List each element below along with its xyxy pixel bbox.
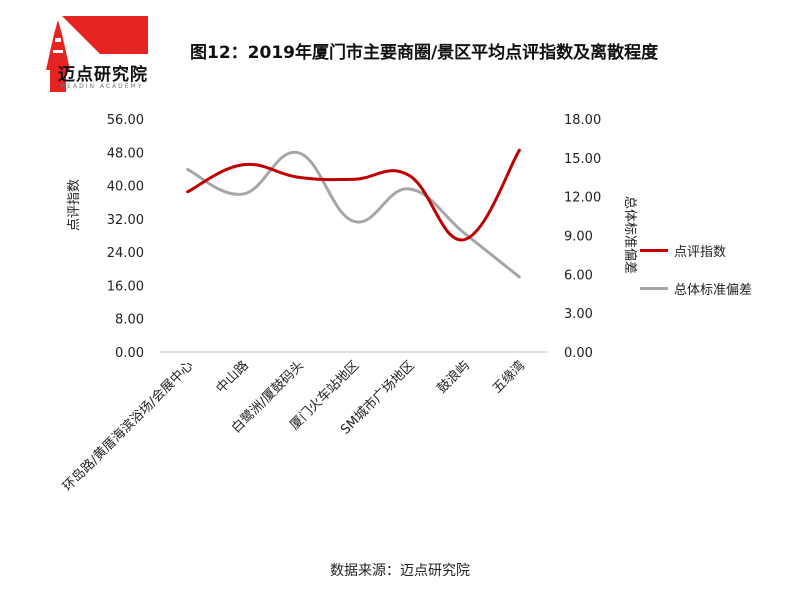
series-line-1	[186, 148, 521, 242]
x-tick-label: 五缘湾	[489, 358, 528, 397]
left-tick-label: 48.00	[107, 146, 144, 161]
series-lines	[186, 148, 521, 279]
data-source: 数据来源：迈点研究院	[330, 563, 470, 579]
left-tick-label: 0.00	[115, 346, 144, 361]
y2-axis-label: 总体标准偏差	[622, 196, 637, 274]
legend-swatch-series2	[640, 286, 668, 290]
right-tick-label: 15.00	[564, 152, 601, 167]
right-tick-label: 6.00	[564, 268, 593, 283]
left-tick-label: 8.00	[115, 313, 144, 328]
x-tick-label: 鼓浪屿	[435, 358, 473, 396]
legend-item-series1: 点评指数	[640, 240, 752, 260]
left-tick-label: 32.00	[107, 213, 144, 228]
legend-item-series2: 总体标准偏差	[640, 278, 752, 298]
series-line-2	[186, 150, 521, 279]
right-tick-label: 12.00	[564, 191, 601, 206]
left-tick-label: 56.00	[107, 113, 144, 128]
right-tick-label: 18.00	[564, 113, 601, 128]
logo-text: 迈点研究院	[58, 65, 148, 85]
left-axis-ticks: 0.00 8.00 16.00 24.00 32.00 40.00 48.00 56.00	[107, 113, 144, 361]
right-tick-label: 3.00	[564, 307, 593, 322]
right-axis-ticks: 0.00 3.00 6.00 9.00 12.00 15.00 18.00	[564, 113, 601, 361]
logo-subtext: MEADIN ACADEMY	[60, 83, 144, 90]
y-axis-label: 点评指数	[67, 179, 82, 231]
legend-swatch-series1	[640, 248, 668, 252]
line-chart: 0.00 8.00 16.00 24.00 32.00 40.00 48.00 56.00 0…	[59, 113, 637, 495]
legend-label-series1: 点评指数	[674, 244, 727, 260]
x-axis-ticks: 环岛路/黄厝海滨浴场/会展中心 中山路白鹭洲/厦鼓码头厦门火车站地区SM城市广场地…	[59, 358, 528, 495]
chart-title: 图12：2019年厦门市主要商圈/景区平均点评指数及离散程度	[190, 43, 659, 63]
left-tick-label: 24.00	[107, 246, 144, 261]
right-tick-label: 0.00	[564, 346, 593, 361]
logo-tower-icon	[46, 16, 148, 92]
legend-label-series2: 总体标准偏差	[674, 282, 753, 298]
right-tick-label: 9.00	[564, 230, 593, 245]
x-tick-label: 环岛路/黄厝海滨浴场/会展中心	[59, 358, 196, 495]
left-tick-label: 40.00	[107, 180, 144, 195]
left-tick-label: 16.00	[107, 279, 144, 294]
chart-legend: 点评指数 总体标准偏差	[640, 240, 752, 316]
x-tick-label: 中山路	[213, 358, 252, 397]
